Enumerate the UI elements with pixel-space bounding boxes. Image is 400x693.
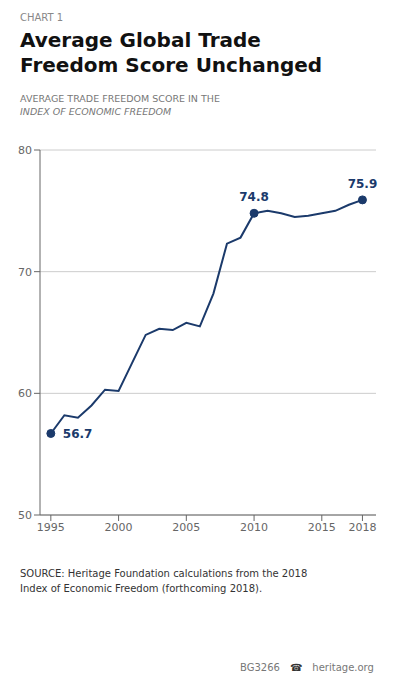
svg-text:80: 80 xyxy=(18,144,32,157)
html-text:SOURCE: Heritage Foundation ca: SOURCE: Heritage Foundation calculations… xyxy=(20,568,308,579)
svg-text:2000: 2000 xyxy=(105,521,133,534)
svg-text:2010: 2010 xyxy=(240,521,268,534)
svg-text:1995: 1995 xyxy=(37,521,65,534)
html-text:BG3266: BG3266 xyxy=(240,662,280,673)
html-text:Freedom Score Unchanged: Freedom Score Unchanged xyxy=(20,53,323,77)
svg-text:2005: 2005 xyxy=(172,521,200,534)
html-text:CHART 1: CHART 1 xyxy=(20,12,64,23)
svg-text:60: 60 xyxy=(18,387,32,400)
svg-text:2015: 2015 xyxy=(308,521,336,534)
html-text:Index of Economic Freedom (for: Index of Economic Freedom (forthcoming 2… xyxy=(20,583,263,594)
svg-text:50: 50 xyxy=(18,509,32,522)
html-text:AVERAGE TRADE FREEDOM SCORE IN: AVERAGE TRADE FREEDOM SCORE IN THE xyxy=(20,93,220,104)
svg-text:74.8: 74.8 xyxy=(239,190,269,204)
svg-text:75.9: 75.9 xyxy=(348,177,378,191)
html-text:INDEX OF ECONOMIC FREEDOM: INDEX OF ECONOMIC FREEDOM xyxy=(20,106,172,117)
svg-text:56.7: 56.7 xyxy=(63,427,93,441)
html-text:Average Global Trade: Average Global Trade xyxy=(20,28,261,52)
svg-text:2018: 2018 xyxy=(348,521,376,534)
html-text:heritage.org: heritage.org xyxy=(312,662,374,673)
svg-text:70: 70 xyxy=(18,266,32,279)
